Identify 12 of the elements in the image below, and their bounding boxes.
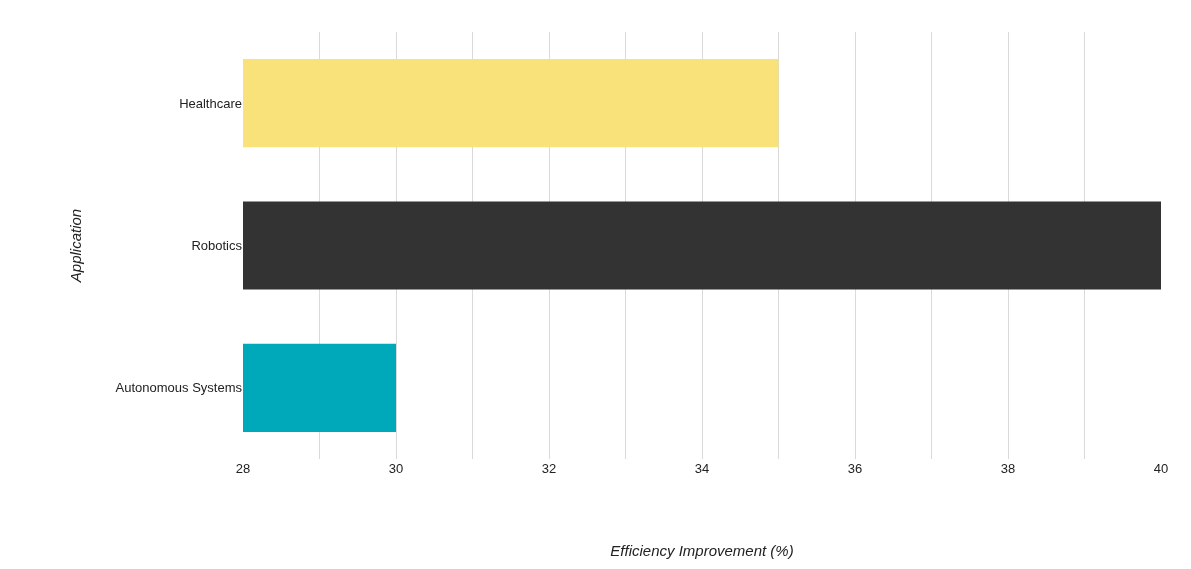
- y-tick-label: Robotics: [191, 238, 243, 254]
- y-tick-label: Autonomous Systems: [115, 380, 243, 396]
- x-tick-label: 34: [694, 461, 710, 476]
- x-tick-label: 30: [388, 461, 404, 476]
- x-tick-label: 32: [541, 461, 557, 476]
- x-tick-label: 38: [1000, 461, 1016, 476]
- x-tick-label: 28: [235, 461, 251, 476]
- y-tick-label: Healthcare: [179, 95, 242, 111]
- x-tick-label: 36: [847, 461, 863, 476]
- x-tick-label: 40: [1153, 461, 1169, 476]
- x-axis-title: Efficiency Improvement (%): [610, 542, 794, 559]
- y-axis-title: Application: [66, 208, 84, 284]
